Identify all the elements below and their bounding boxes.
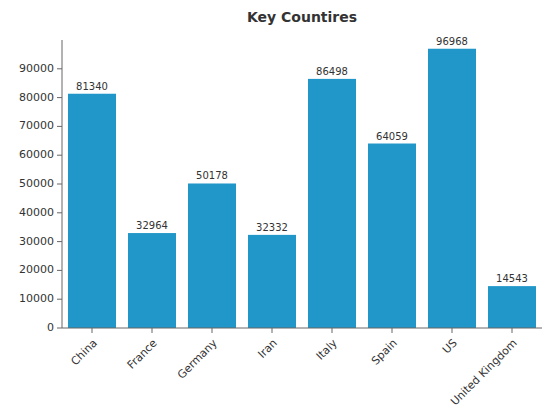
bar: [488, 286, 536, 328]
bar: [128, 233, 176, 328]
x-tick: [392, 328, 393, 333]
y-tick-label: 20000: [19, 263, 54, 276]
x-tick: [152, 328, 153, 333]
data-label: 81340: [76, 81, 108, 92]
chart-container: 0 10000 20000 30000 40000 50000 60000 70000 8000…: [0, 0, 560, 420]
bar: [308, 79, 356, 328]
x-tick-label: US: [440, 337, 460, 357]
y-tick: [57, 184, 62, 185]
data-label: 32964: [136, 220, 168, 231]
y-tick: [57, 270, 62, 271]
x-tick-label: United Kingdom: [448, 337, 520, 409]
x-tick-label: Germany: [175, 336, 220, 381]
x-tick-label: Iran: [255, 337, 279, 361]
bars: [68, 49, 536, 328]
y-tick: [57, 97, 62, 98]
y-tick: [57, 328, 62, 329]
data-label: 96968: [436, 36, 468, 47]
y-tick-label: 90000: [19, 62, 54, 75]
y-tick: [57, 241, 62, 242]
y-tick: [57, 68, 62, 69]
y-tick-label: 40000: [19, 206, 54, 219]
bar: [68, 94, 116, 328]
bar: [248, 235, 296, 328]
x-tick-label: Italy: [314, 336, 340, 362]
data-label: 32332: [256, 222, 288, 233]
bar: [188, 183, 236, 328]
data-label: 86498: [316, 66, 348, 77]
x-tick-label: China: [68, 337, 99, 368]
x-tick: [332, 328, 333, 333]
y-tick-label: 30000: [19, 235, 54, 248]
y-tick: [57, 299, 62, 300]
bar: [368, 144, 416, 328]
bar: [428, 49, 476, 328]
data-label: 14543: [496, 273, 528, 284]
y-tick-label: 0: [47, 321, 54, 334]
y-tick: [57, 212, 62, 213]
y-tick: [57, 155, 62, 156]
y-tick: [57, 126, 62, 127]
x-axis-line: [62, 328, 542, 329]
x-tick-label: Spain: [369, 337, 400, 368]
x-tick: [212, 328, 213, 333]
y-tick-label: 50000: [19, 177, 54, 190]
chart-title: Key Countires: [247, 9, 357, 25]
chart-svg: 0 10000 20000 30000 40000 50000 60000 70000 8000…: [0, 0, 560, 420]
x-tick-label: France: [125, 336, 160, 371]
y-tick-label: 70000: [19, 119, 54, 132]
y-tick-label: 60000: [19, 148, 54, 161]
y-tick-label: 10000: [19, 292, 54, 305]
x-tick: [512, 328, 513, 333]
x-tick: [452, 328, 453, 333]
x-tick: [92, 328, 93, 333]
data-label: 50178: [196, 170, 228, 181]
data-label: 64059: [376, 131, 408, 142]
y-tick-label: 80000: [19, 91, 54, 104]
x-tick: [272, 328, 273, 333]
